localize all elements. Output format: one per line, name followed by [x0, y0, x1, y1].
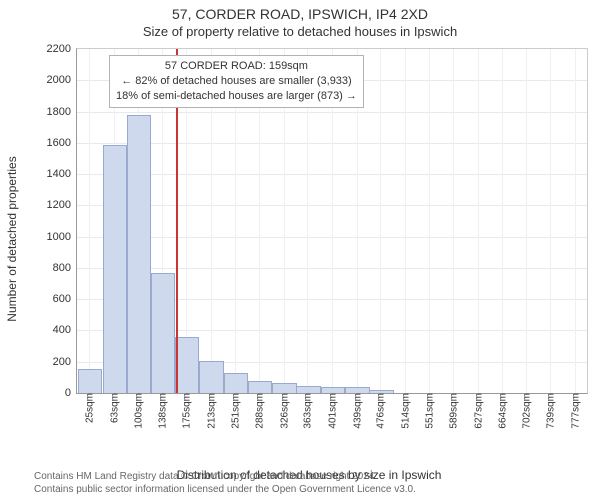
x-tick-label: 63sqm: [107, 393, 120, 423]
histogram-bar: [103, 145, 127, 393]
vgridline: [453, 49, 454, 393]
histogram-bar: [272, 383, 296, 393]
x-tick-label: 589sqm: [447, 393, 460, 429]
histogram-bar: [175, 337, 199, 393]
x-tick-label: 702sqm: [520, 393, 533, 429]
page-title: 57, CORDER ROAD, IPSWICH, IP4 2XD: [0, 0, 600, 22]
vgridline: [478, 49, 479, 393]
callout-line1: 57 CORDER ROAD: 159sqm: [116, 59, 357, 74]
x-tick-label: 401sqm: [326, 393, 339, 429]
vgridline: [405, 49, 406, 393]
vgridline: [380, 49, 381, 393]
x-tick-label: 476sqm: [374, 393, 387, 429]
x-tick-label: 514sqm: [398, 393, 411, 429]
histogram-bar: [151, 273, 175, 393]
page-subtitle: Size of property relative to detached ho…: [0, 22, 600, 39]
x-tick-label: 213sqm: [204, 393, 217, 429]
histogram-bar: [224, 373, 248, 393]
y-tick-label: 1400: [47, 168, 77, 180]
callout-box: 57 CORDER ROAD: 159sqm ← 82% of detached…: [109, 55, 364, 108]
x-tick-label: 25sqm: [83, 393, 96, 423]
x-tick-label: 138sqm: [156, 393, 169, 429]
callout-line2: ← 82% of detached houses are smaller (3,…: [116, 74, 357, 89]
footer-line1: Contains HM Land Registry data © Crown c…: [34, 471, 416, 484]
x-tick-label: 551sqm: [422, 393, 435, 429]
y-tick-label: 1800: [47, 106, 77, 118]
x-tick-label: 664sqm: [495, 393, 508, 429]
x-tick-label: 251sqm: [229, 393, 242, 429]
plot-area: 0200400600800100012001400160018002000220…: [76, 48, 588, 394]
footer-line2: Contains public sector information licen…: [34, 484, 416, 497]
histogram-bar: [127, 115, 151, 393]
y-axis-label: Number of detached properties: [5, 156, 19, 321]
y-tick-label: 1600: [47, 137, 77, 149]
vgridline: [429, 49, 430, 393]
y-tick-label: 600: [53, 293, 77, 305]
x-tick-label: 288sqm: [253, 393, 266, 429]
x-tick-label: 100sqm: [131, 393, 144, 429]
x-tick-label: 439sqm: [350, 393, 363, 429]
x-tick-label: 175sqm: [180, 393, 193, 429]
footer-attribution: Contains HM Land Registry data © Crown c…: [34, 471, 416, 496]
y-tick-label: 1200: [47, 199, 77, 211]
histogram-bar: [78, 369, 102, 393]
callout-line3: 18% of semi-detached houses are larger (…: [116, 89, 357, 104]
x-tick-label: 739sqm: [544, 393, 557, 429]
y-tick-label: 200: [53, 356, 77, 368]
x-tick-label: 777sqm: [568, 393, 581, 429]
vgridline: [502, 49, 503, 393]
chart-container: 57, CORDER ROAD, IPSWICH, IP4 2XD Size o…: [0, 0, 600, 500]
y-tick-label: 2000: [47, 74, 77, 86]
y-tick-label: 800: [53, 262, 77, 274]
vgridline: [575, 49, 576, 393]
vgridline: [89, 49, 90, 393]
histogram-bar: [199, 361, 223, 393]
y-tick-label: 2200: [47, 43, 77, 55]
histogram-bar: [248, 381, 272, 393]
vgridline: [550, 49, 551, 393]
x-tick-label: 627sqm: [471, 393, 484, 429]
histogram-bar: [296, 386, 320, 393]
chart-area: Number of detached properties Distributi…: [30, 48, 588, 430]
x-tick-label: 363sqm: [301, 393, 314, 429]
y-tick-label: 0: [65, 387, 77, 399]
y-tick-label: 1000: [47, 231, 77, 243]
x-tick-label: 326sqm: [277, 393, 290, 429]
vgridline: [526, 49, 527, 393]
y-tick-label: 400: [53, 324, 77, 336]
